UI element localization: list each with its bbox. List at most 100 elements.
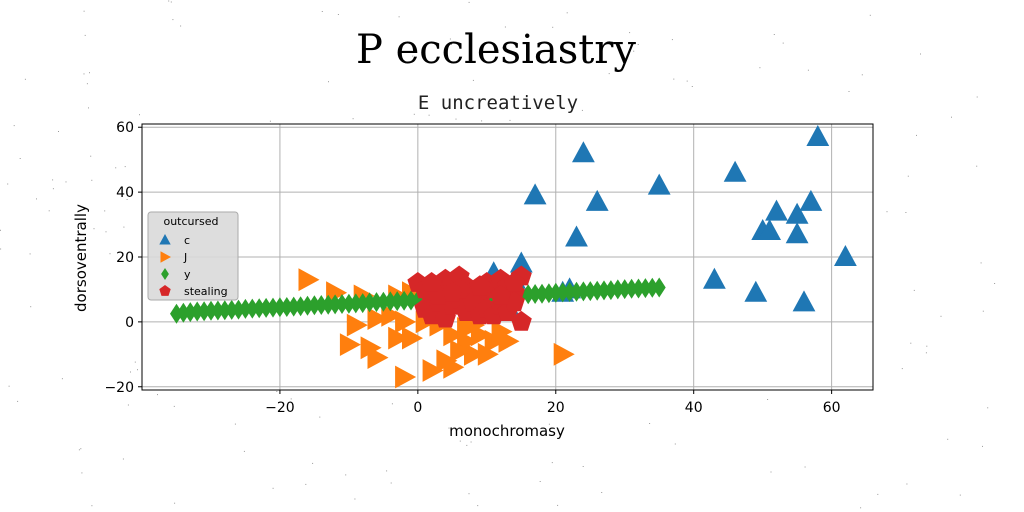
point-c bbox=[806, 125, 830, 146]
speckle bbox=[925, 352, 927, 354]
point-y bbox=[301, 295, 314, 316]
point-stealing bbox=[510, 310, 532, 331]
point-c bbox=[585, 189, 609, 211]
speckle bbox=[36, 198, 37, 200]
point-c bbox=[758, 219, 781, 240]
speckle bbox=[91, 505, 93, 507]
point-J bbox=[395, 310, 417, 334]
speckle bbox=[940, 315, 942, 317]
point-c bbox=[523, 183, 547, 205]
point-y bbox=[321, 294, 335, 315]
speckle bbox=[234, 423, 236, 425]
speckle bbox=[466, 444, 468, 446]
speckle bbox=[58, 131, 59, 132]
point-J bbox=[422, 359, 444, 382]
speckle bbox=[7, 183, 9, 185]
point-c bbox=[723, 160, 747, 182]
speckle bbox=[123, 226, 125, 228]
speckle bbox=[78, 449, 80, 451]
legend-label-J: J bbox=[183, 251, 187, 264]
speckle bbox=[980, 262, 982, 264]
speckle bbox=[104, 210, 106, 212]
point-y bbox=[245, 298, 259, 319]
point-J bbox=[402, 326, 423, 350]
speckle bbox=[629, 32, 631, 34]
speckle bbox=[115, 167, 117, 169]
speckle bbox=[413, 113, 415, 115]
speckle bbox=[52, 188, 54, 190]
point-y bbox=[632, 278, 645, 299]
chart-title: P ecclesiastry bbox=[356, 27, 636, 73]
speckle bbox=[869, 14, 871, 16]
speckle bbox=[122, 458, 124, 460]
point-y bbox=[556, 282, 570, 303]
speckle bbox=[17, 400, 19, 402]
x-tick-label: 20 bbox=[547, 400, 565, 416]
point-stealing bbox=[503, 272, 525, 292]
point-c bbox=[647, 173, 671, 195]
speckle bbox=[412, 55, 414, 57]
speckle bbox=[976, 96, 978, 98]
point-y bbox=[535, 283, 549, 304]
speckle bbox=[557, 504, 559, 506]
point-J bbox=[367, 307, 389, 330]
speckle bbox=[398, 16, 400, 18]
speckle bbox=[173, 405, 175, 407]
speckle bbox=[105, 231, 107, 233]
speckle bbox=[926, 345, 928, 347]
point-J bbox=[388, 326, 410, 350]
point-y bbox=[652, 277, 666, 298]
point-J bbox=[443, 323, 465, 347]
point-y bbox=[521, 284, 535, 305]
legend-marker-y bbox=[161, 268, 169, 280]
speckle bbox=[312, 462, 314, 464]
speckle bbox=[566, 12, 568, 14]
legend-marker-J bbox=[160, 251, 171, 263]
speckle bbox=[860, 507, 862, 509]
speckle bbox=[861, 74, 863, 76]
y-tick-label: 40 bbox=[116, 185, 134, 201]
speckle bbox=[109, 253, 111, 255]
speckle bbox=[901, 368, 903, 370]
point-y bbox=[349, 293, 363, 314]
speckle bbox=[601, 492, 603, 493]
speckle bbox=[947, 438, 949, 440]
speckle bbox=[345, 474, 347, 476]
point-y bbox=[287, 296, 301, 317]
point-y bbox=[583, 281, 597, 302]
point-y bbox=[259, 297, 273, 318]
point-J bbox=[498, 329, 520, 353]
point-y bbox=[238, 298, 252, 319]
y-tick-label: 20 bbox=[116, 250, 134, 266]
speckle bbox=[290, 398, 292, 400]
speckle bbox=[305, 483, 307, 485]
point-y bbox=[404, 290, 418, 311]
speckle bbox=[391, 403, 393, 405]
speckle bbox=[170, 1, 172, 3]
speckle bbox=[905, 212, 907, 213]
speckle bbox=[269, 120, 271, 122]
point-y bbox=[597, 280, 611, 301]
legend-marker-c bbox=[159, 234, 171, 245]
speckle bbox=[468, 1, 470, 3]
legend-label-c: c bbox=[184, 234, 190, 247]
point-y bbox=[570, 281, 583, 302]
point-y bbox=[328, 294, 342, 315]
speckle bbox=[913, 289, 915, 291]
speckle bbox=[319, 416, 321, 418]
speckle bbox=[649, 423, 651, 424]
point-stealing bbox=[421, 272, 443, 292]
series-stealing bbox=[407, 265, 532, 331]
point-y bbox=[307, 295, 321, 316]
point-y bbox=[638, 278, 652, 299]
speckle bbox=[509, 119, 511, 121]
speckle bbox=[386, 470, 388, 472]
speckle bbox=[448, 427, 450, 429]
speckle bbox=[172, 19, 174, 21]
speckle bbox=[354, 498, 356, 500]
speckle bbox=[673, 78, 675, 80]
y-tick-label: 60 bbox=[116, 120, 134, 136]
point-y bbox=[528, 284, 542, 304]
speckle bbox=[481, 120, 483, 122]
speckle bbox=[88, 107, 89, 109]
